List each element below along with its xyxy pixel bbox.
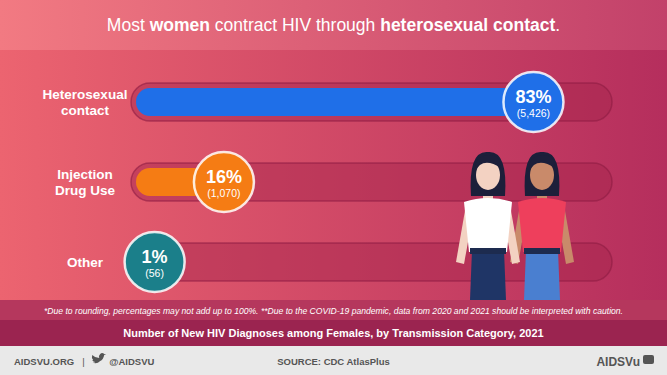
- title-part: Most: [107, 15, 150, 35]
- figure-part: [524, 250, 560, 300]
- background: [0, 0, 667, 300]
- category-labels: Heterosexualcontact InjectionDrug Use Othe…: [43, 87, 128, 270]
- footer-source: SOURCE: CDC AtlasPlus: [277, 356, 390, 367]
- illustration: [456, 152, 574, 300]
- tracks: [131, 83, 612, 281]
- title-part: heterosexual contact: [380, 15, 555, 35]
- value-badge: [194, 152, 254, 212]
- data-label: 1%: [142, 247, 168, 267]
- category-label-line: Other: [67, 255, 104, 270]
- title-part: women: [149, 15, 210, 35]
- category-label-line: Injection: [57, 167, 113, 182]
- count-label: (56): [145, 267, 164, 279]
- value-badges: 83%(5,426) 16%(1,070) 1%(56): [125, 72, 564, 292]
- figure-part: [475, 155, 501, 172]
- value-badge: [125, 232, 185, 292]
- footnote-band: [0, 300, 667, 320]
- count-label: (1,070): [207, 187, 240, 199]
- figure-part: [470, 248, 506, 254]
- figure-part: [464, 198, 512, 252]
- title-band: [0, 0, 667, 50]
- category-label: Other: [67, 255, 104, 270]
- twitter-icon: [92, 353, 106, 363]
- figure-part: [524, 248, 560, 254]
- footer-brand: AIDSVu: [596, 355, 640, 369]
- figure-part: [529, 155, 555, 172]
- footer-handle: @AIDSVU: [109, 356, 154, 367]
- figure-part: [518, 198, 566, 252]
- figure-part: [525, 152, 560, 196]
- category-label: InjectionDrug Use: [55, 167, 116, 198]
- title: Most women contract HIV through heterose…: [107, 15, 560, 35]
- figure-part: [470, 250, 506, 300]
- footnote: *Due to rounding, percentages may not ad…: [44, 306, 623, 316]
- footer-separator: |: [82, 356, 84, 367]
- subtitle: Number of New HIV Diagnoses among Female…: [123, 327, 543, 339]
- bars: [136, 88, 533, 276]
- category-label-line: Heterosexual: [43, 87, 128, 102]
- category-label: Heterosexualcontact: [43, 87, 128, 118]
- data-label: 16%: [206, 167, 242, 187]
- category-label-line: contact: [61, 103, 110, 118]
- plot-frame: [131, 83, 612, 121]
- subtitle-band: [0, 320, 667, 346]
- footer-band: [0, 346, 667, 375]
- figure: [456, 152, 520, 300]
- category-label-line: Drug Use: [55, 183, 116, 198]
- title-part: contract HIV through: [210, 15, 380, 35]
- bar: [136, 88, 533, 116]
- figure: [510, 152, 574, 300]
- footer-site: AIDSVU.ORG: [14, 356, 74, 367]
- brand-icon: [643, 355, 654, 364]
- count-label: (5,426): [517, 107, 550, 119]
- data-label: 83%: [515, 87, 551, 107]
- infographic: Most women contract HIV through heterose…: [0, 0, 667, 375]
- title-part: .: [555, 15, 560, 35]
- figure-part: [471, 152, 506, 196]
- value-badge: [503, 72, 563, 132]
